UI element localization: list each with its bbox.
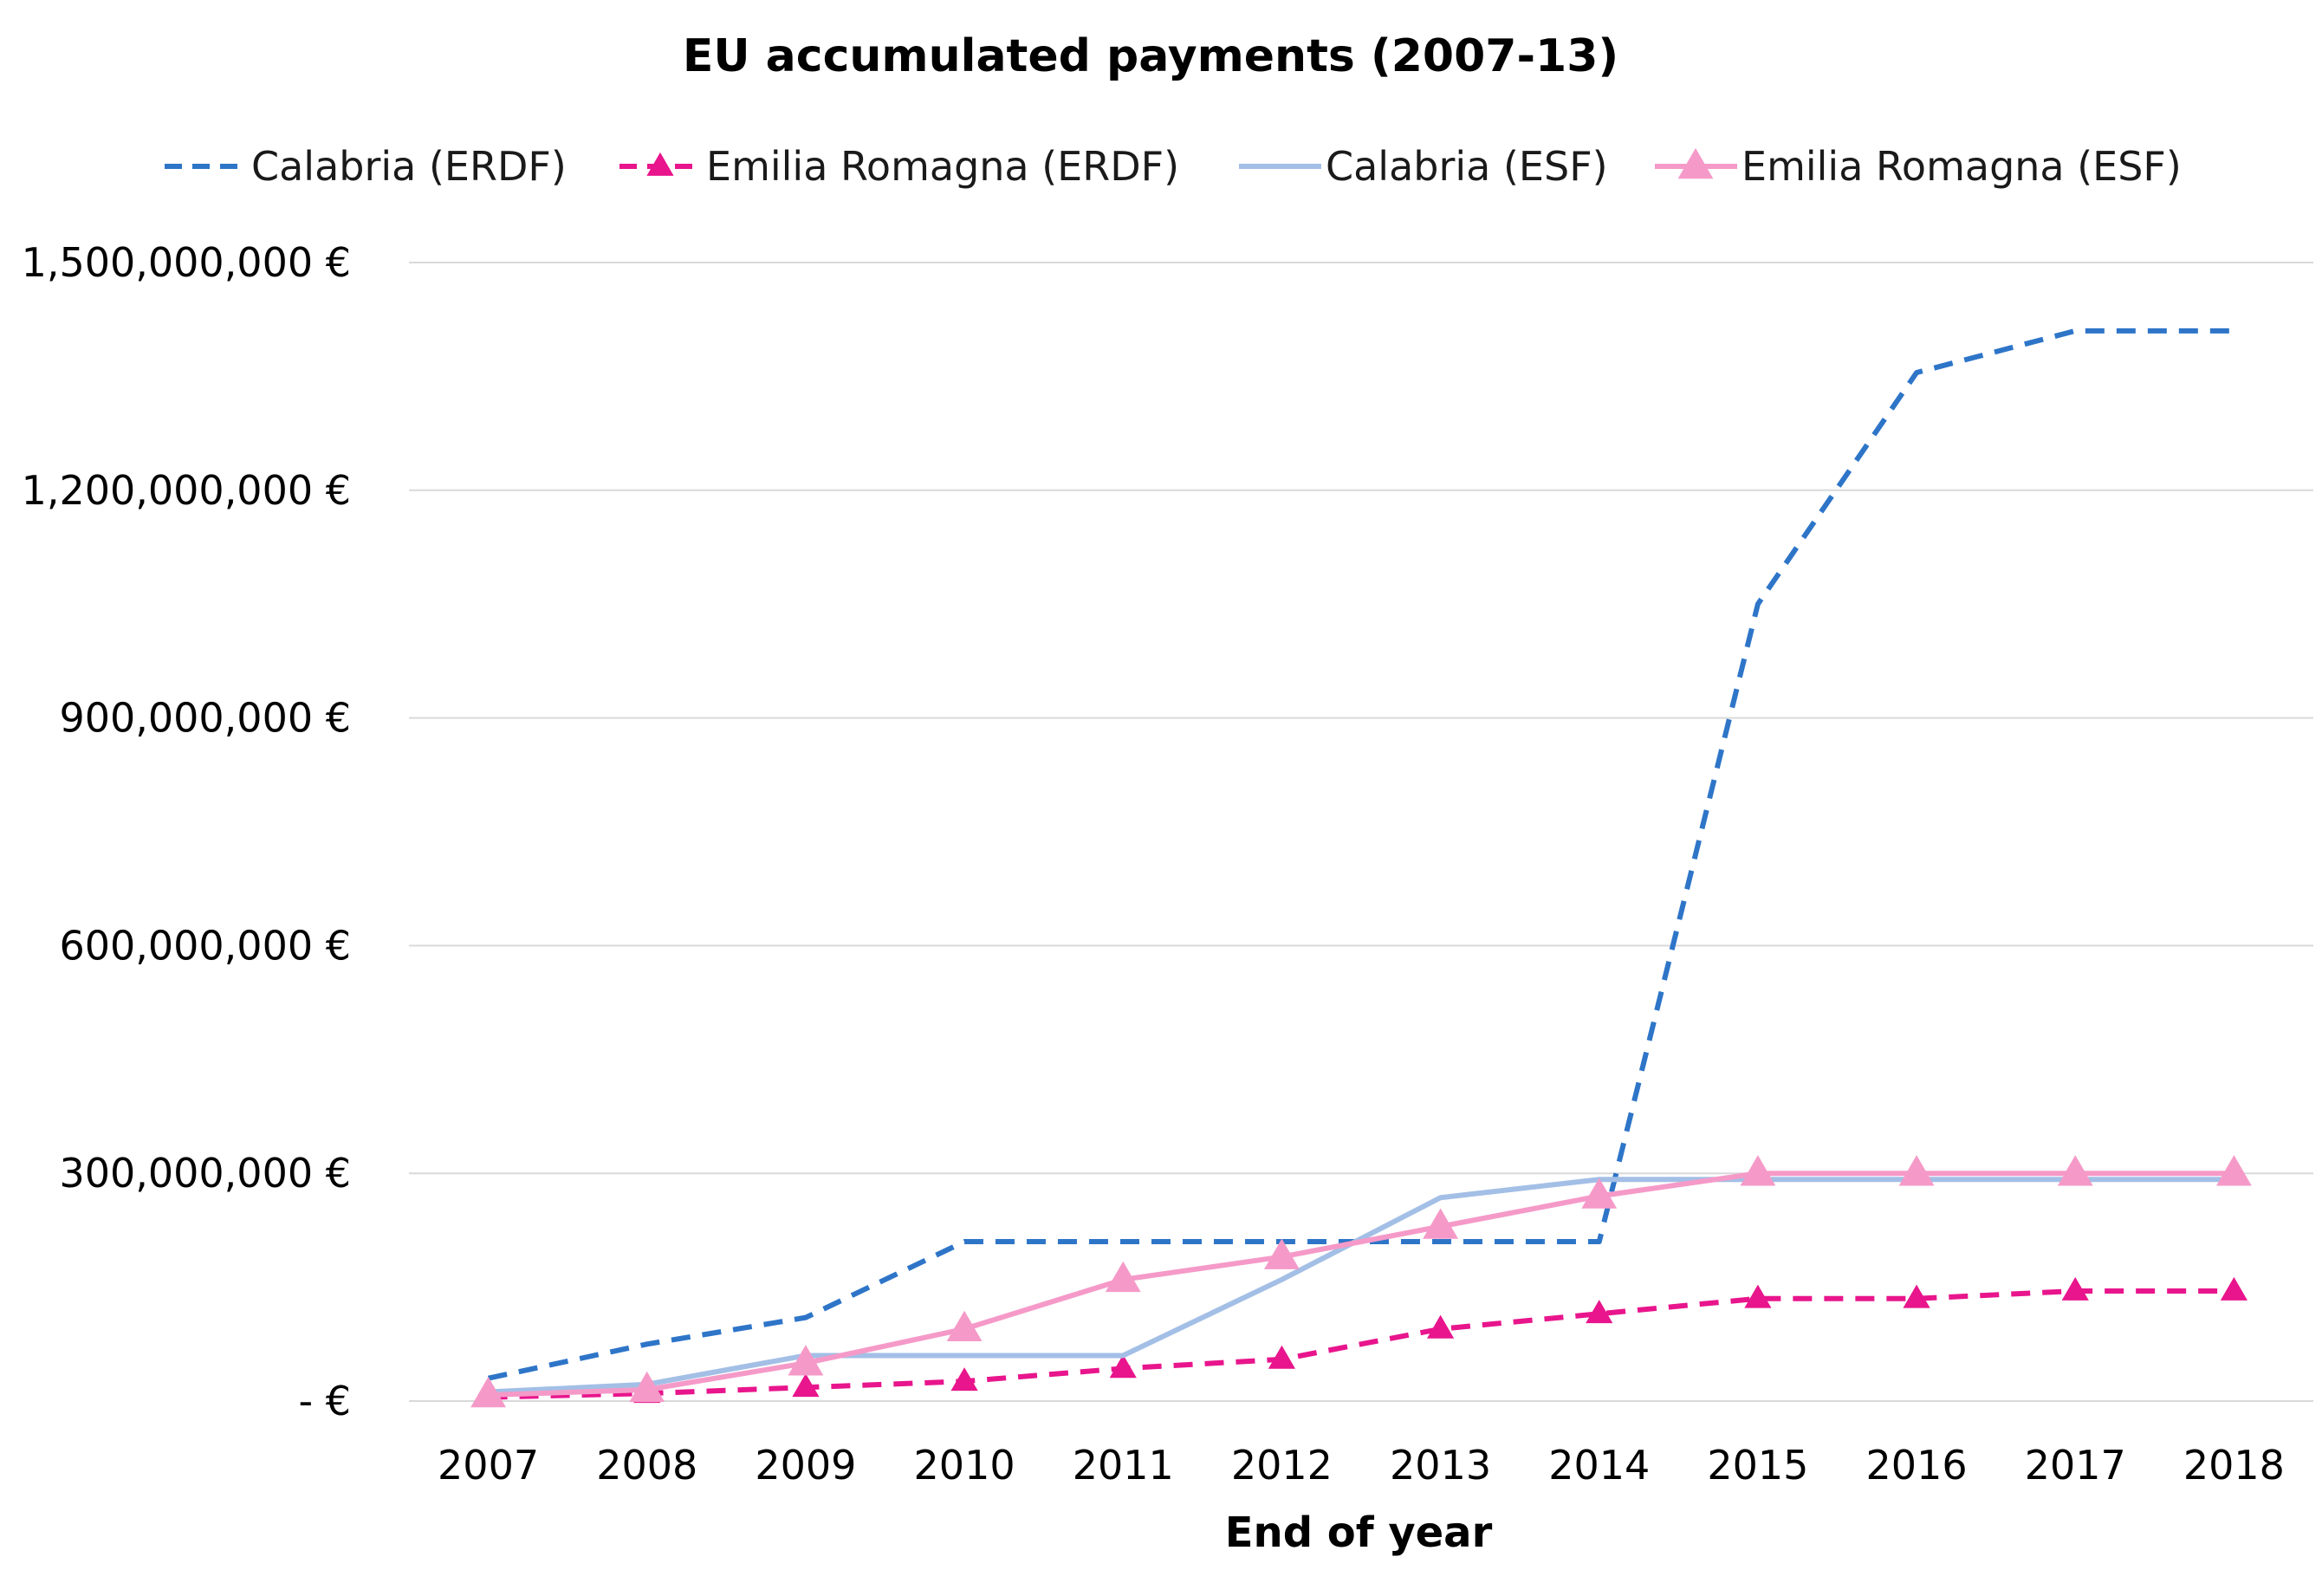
y-tick-label: - € (299, 1378, 352, 1424)
x-tick-label: 2012 (1231, 1442, 1333, 1489)
x-tick-label: 2015 (1707, 1442, 1808, 1489)
legend-label: Emilia Romagna (ERDF) (706, 143, 1179, 190)
series-line (488, 1171, 2234, 1398)
gridlines (409, 262, 2313, 1402)
x-tick-label: 2016 (1866, 1442, 1968, 1489)
y-tick-label: 900,000,000 € (59, 695, 351, 742)
series-line (487, 328, 2234, 1381)
data-point-marker (950, 1367, 978, 1392)
series-emilia-romagna-esf (470, 1155, 2252, 1408)
y-tick-label: 1,500,000,000 € (22, 239, 351, 286)
data-point-marker (2216, 1155, 2252, 1186)
x-tick-label: 2018 (2183, 1442, 2285, 1489)
x-tick-label: 2010 (914, 1442, 1015, 1489)
data-point-marker (1268, 1345, 1296, 1369)
data-point-marker (1898, 1155, 1935, 1186)
x-tick-label: 2013 (1390, 1442, 1491, 1489)
data-point-marker (1426, 1314, 1455, 1339)
legend-item: Emilia Romagna (ERDF) (619, 143, 1179, 190)
series-layer (470, 328, 2252, 1408)
data-point-marker (1581, 1178, 1618, 1209)
data-point-marker (1740, 1155, 1776, 1186)
x-tick-label: 2017 (2025, 1442, 2126, 1489)
data-point-marker (1264, 1238, 1300, 1269)
data-point-marker (1105, 1261, 1141, 1293)
series-calabria-erdf (487, 328, 2234, 1381)
legend-marker (646, 152, 674, 176)
legend-label: Calabria (ESF) (1326, 143, 1608, 190)
y-tick-label: 300,000,000 € (59, 1150, 351, 1197)
x-tick-label: 2008 (596, 1442, 697, 1489)
legend-item: Calabria (ERDF) (165, 143, 567, 190)
data-point-marker (1423, 1208, 1458, 1239)
series-calabria-esf (488, 1177, 2234, 1395)
data-point-marker (470, 1376, 506, 1408)
legend-item: Emilia Romagna (ESF) (1655, 143, 2182, 190)
series-emilia-romagna-erdf (474, 1276, 2248, 1407)
legend: Calabria (ERDF) Emilia Romagna (ERDF) Cala… (165, 143, 2182, 190)
data-point-marker (629, 1371, 665, 1403)
legend-label: Emilia Romagna (ESF) (1742, 143, 2182, 190)
data-point-marker (2057, 1155, 2093, 1186)
y-axis: - € 300,000,000 € 600,000,000 € 900,000,000… (22, 239, 351, 1424)
x-tick-label: 2009 (755, 1442, 856, 1489)
data-point-marker (2061, 1276, 2089, 1301)
y-tick-label: 1,200,000,000 € (22, 467, 351, 514)
data-point-marker (792, 1373, 820, 1398)
legend-label: Calabria (ERDF) (251, 143, 567, 190)
legend-marker (1677, 147, 1714, 179)
x-tick-label: 2014 (1548, 1442, 1650, 1489)
legend-item: Calabria (ESF) (1239, 143, 1608, 190)
data-point-marker (2220, 1276, 2248, 1301)
data-point-marker (788, 1345, 824, 1376)
data-point-marker (1903, 1284, 1930, 1308)
x-tick-label: 2007 (438, 1442, 539, 1489)
x-tick-label: 2011 (1073, 1442, 1174, 1489)
series-line (488, 1177, 2234, 1395)
data-point-marker (1586, 1300, 1613, 1324)
data-point-marker (1744, 1284, 1772, 1308)
y-tick-label: 600,000,000 € (59, 922, 351, 969)
x-axis-label: End of year (1225, 1508, 1493, 1557)
chart-title: EU accumulated payments (2007-13) (683, 30, 1618, 82)
x-axis: 2007 2008 2009 2010 2011 2012 2013 2014 2015 2016… (438, 1442, 2285, 1489)
data-point-marker (946, 1310, 983, 1342)
data-point-marker (1109, 1354, 1137, 1379)
series-line (488, 1288, 2234, 1400)
